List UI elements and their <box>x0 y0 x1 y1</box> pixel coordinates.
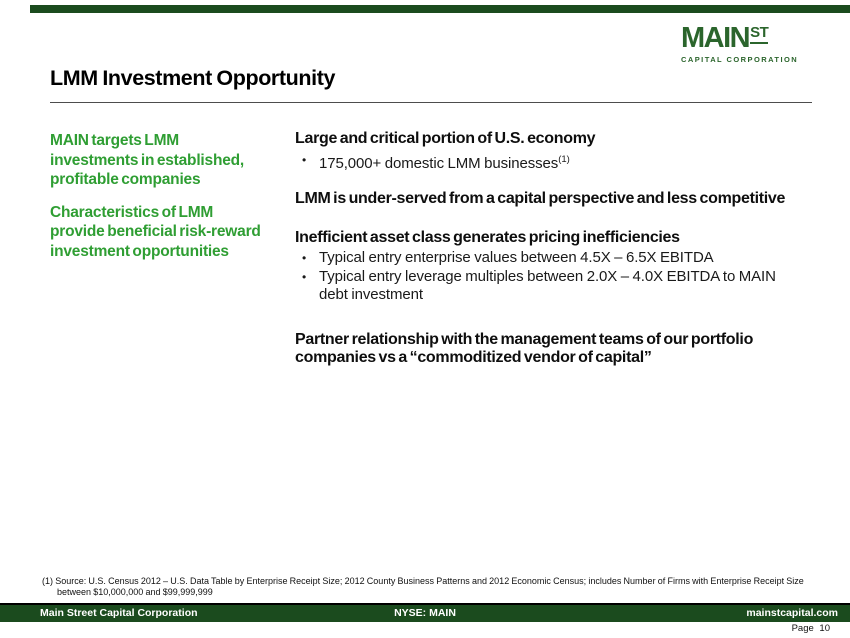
sidebar-paragraph: Characteristics of LMM provide beneficia… <box>50 203 261 260</box>
bullet-dot: • <box>302 269 307 284</box>
bullet-dot: • <box>302 251 307 265</box>
bullet-text: 175,000+ domestic LMM businesses <box>319 154 559 172</box>
logo-tagline: CAPITAL CORPORATION <box>681 55 799 64</box>
title-divider <box>50 102 812 103</box>
bullet-dot: • <box>302 152 307 167</box>
top-accent-bar <box>30 5 850 13</box>
sidebar-paragraph: MAIN targets LMM investments in establis… <box>50 132 245 188</box>
footer-company: Main Street Capital Corporation <box>40 607 198 619</box>
logo-main-text: MAIN <box>681 22 751 54</box>
footer-bar: Main Street Capital Corporation NYSE: MA… <box>0 603 850 622</box>
bullet-text: Typical entry leverage multiples between… <box>319 267 776 304</box>
content-section: Large and critical portion of U.S. econo… <box>295 130 807 173</box>
page-number: Page 10 <box>791 623 830 634</box>
section-heading: LMM is under-served from a capital persp… <box>295 190 786 207</box>
page-title: LMM Investment Opportunity <box>50 66 336 90</box>
content-section: LMM is under-served from a capital persp… <box>295 190 807 209</box>
section-heading: Inefficient asset class generates pricin… <box>295 228 680 246</box>
sidebar: MAIN targets LMM investments in establis… <box>50 131 268 274</box>
main-content: Large and critical portion of U.S. econo… <box>295 130 807 385</box>
company-logo: MAIN ST CAPITAL CORPORATION <box>681 24 799 65</box>
content-section: Partner relationship with the management… <box>295 331 807 368</box>
bullet-item: • Typical entry enterprise values between… <box>295 249 807 268</box>
logo-wordmark: MAIN ST <box>681 24 795 53</box>
bullet-list: • Typical entry enterprise values between… <box>295 249 807 305</box>
footer-ticker: NYSE: MAIN <box>394 607 456 619</box>
footnote-superscript: (1) <box>558 153 570 165</box>
logo-st-text: ST <box>750 25 769 44</box>
bullet-list: • 175,000+ domestic LMM businesses(1) <box>295 151 807 174</box>
bullet-text: Typical entry enterprise values between … <box>319 249 714 266</box>
footnote: (1) Source: U.S. Census 2012 – U.S. Data… <box>42 576 804 597</box>
section-heading: Partner relationship with the management… <box>295 330 754 367</box>
footer-website: mainstcapital.com <box>746 607 838 619</box>
bullet-item: • Typical entry leverage multiples betwee… <box>295 268 807 305</box>
content-section: Inefficient asset class generates pricin… <box>295 229 807 305</box>
bullet-item: • 175,000+ domestic LMM businesses(1) <box>295 151 807 174</box>
section-heading: Large and critical portion of U.S. econo… <box>295 130 596 147</box>
